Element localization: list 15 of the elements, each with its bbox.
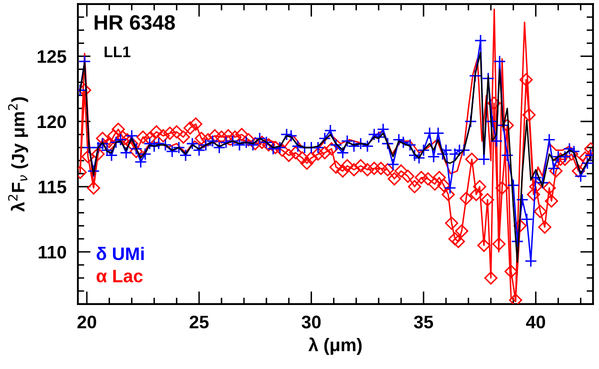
text: α Lac <box>96 270 143 282</box>
x-tick-label: 20 <box>77 316 96 328</box>
x-tick-label: 25 <box>190 316 209 328</box>
y-tick-label: 125 <box>38 50 66 63</box>
text: δ UMi <box>96 246 144 260</box>
x-tick-label: 40 <box>526 316 546 328</box>
x-tick-label: 30 <box>302 316 321 328</box>
chart-title: HR 6348 <box>94 15 175 30</box>
y-axis-title: λ$^{2}$F$_{ν}$ (Jy μm$^{2}$) <box>8 97 28 212</box>
y-tick-label: 110 <box>38 246 66 259</box>
x-axis-title: λ (μm) <box>308 338 362 355</box>
text: LL1 <box>104 46 130 58</box>
y-tick-label: 120 <box>38 115 66 128</box>
x-tick-label: 35 <box>414 316 434 328</box>
y-tick-label: 115 <box>38 180 66 194</box>
